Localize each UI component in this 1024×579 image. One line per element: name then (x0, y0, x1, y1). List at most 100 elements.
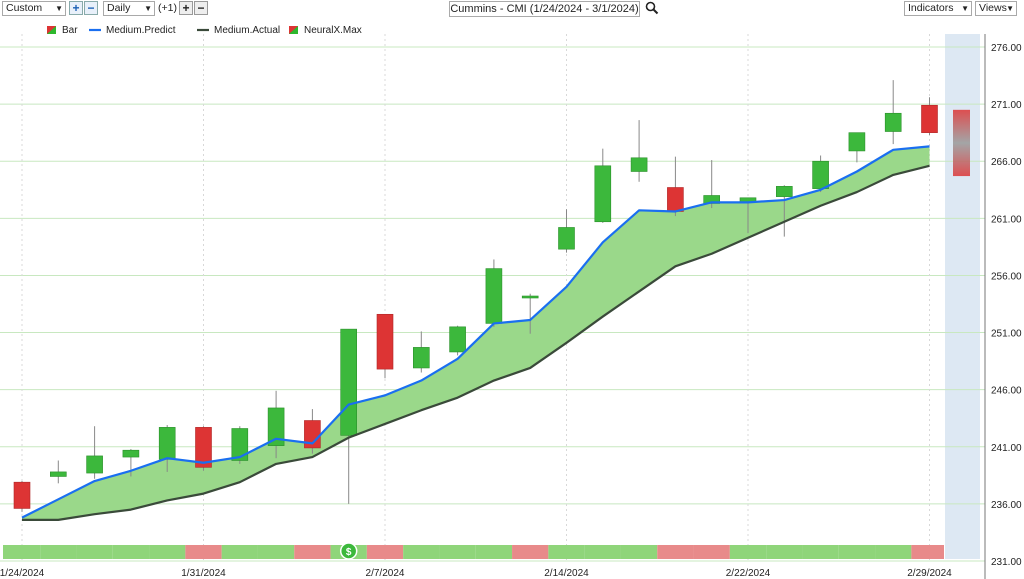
indicators-button[interactable]: Indicators ▼ (904, 1, 972, 16)
signal-bar-segment (475, 545, 513, 559)
signal-bar-segment (112, 545, 150, 559)
legend-swatch-red (47, 26, 56, 34)
candle (304, 409, 321, 454)
candle-body (449, 326, 466, 353)
y-tick-label: 271.00 (991, 100, 1022, 111)
candle-body (485, 268, 503, 324)
offset-plus-button[interactable]: + (179, 1, 193, 15)
period-select-value: Daily (107, 2, 131, 14)
search-icon[interactable] (645, 1, 659, 15)
signal-bar-segment (439, 545, 476, 559)
x-tick-label: 1/24/2024 (0, 568, 45, 579)
candle (594, 148, 612, 223)
signal-bar-segment (3, 545, 41, 559)
candle-body (412, 347, 430, 369)
y-tick-label: 251.00 (991, 329, 1022, 340)
signal-bar-segment (766, 545, 803, 559)
legend-swatch-red (289, 26, 298, 34)
legend-label: NeuralX.Max (304, 25, 362, 36)
candle-body (158, 427, 176, 460)
candle-body (521, 295, 539, 299)
candle (921, 97, 938, 135)
signal-bar-segment (403, 545, 440, 559)
medium-actual-line (22, 164, 930, 521)
candle (13, 481, 31, 512)
y-tick-label: 276.00 (991, 43, 1022, 54)
chart-title: Cummins - CMI (1/24/2024 - 3/1/2024) (449, 1, 640, 17)
candle (195, 426, 212, 471)
y-tick-label: 241.00 (991, 443, 1022, 454)
candle-body (122, 449, 140, 458)
candle-body (267, 407, 285, 446)
candle-body (340, 328, 358, 436)
candle (775, 185, 793, 237)
signal-bar-segment (693, 545, 730, 559)
y-tick-label: 236.00 (991, 500, 1022, 511)
forecast-bar (953, 109, 970, 177)
toolbar: Custom ▼ + − Daily ▼ (+1) + − Cummins - CM… (0, 0, 1024, 18)
prediction-band (22, 146, 930, 520)
candle-body (812, 160, 829, 189)
indicators-label: Indicators (908, 2, 954, 14)
y-tick-label: 256.00 (991, 271, 1022, 282)
range-select[interactable]: Custom ▼ (2, 1, 66, 16)
signal-bar-segment (911, 545, 944, 559)
candle (158, 425, 176, 472)
offset-label: (+1) (158, 2, 177, 14)
y-tick-label: 246.00 (991, 386, 1022, 397)
chevron-down-icon: ▼ (144, 4, 152, 13)
candle-body (594, 165, 612, 223)
signal-bar-segment (294, 545, 331, 559)
y-tick-label: 261.00 (991, 214, 1022, 225)
x-tick-label: 2/22/2024 (726, 568, 771, 579)
legend-item: NeuralX.Max (289, 25, 362, 36)
signal-bar-segment (548, 545, 585, 559)
signal-bar-segment (512, 545, 549, 559)
x-tick-label: 2/14/2024 (544, 568, 589, 579)
signal-bar-segment (366, 545, 404, 559)
range-select-value: Custom (6, 2, 43, 14)
price-chart[interactable]: 276.00 271.00 266.00 261.00 256.00 251.00 246.… (0, 18, 1024, 579)
signal-bar-segment (257, 545, 295, 559)
plus-icon[interactable]: + (69, 1, 83, 15)
signal-bar-segment (657, 545, 694, 559)
legend-item: Medium.Actual (197, 25, 280, 36)
candle (558, 209, 575, 253)
candle (267, 390, 285, 459)
signal-bar-segment (838, 545, 876, 559)
legend-label: Bar (62, 25, 78, 36)
signal-bar-segment (729, 545, 767, 559)
signal-bar-segment (185, 545, 222, 559)
candle-body (86, 455, 103, 474)
candle (667, 156, 684, 217)
views-button[interactable]: Views ▼ (975, 1, 1017, 16)
candle (521, 293, 539, 334)
candle-body (667, 187, 684, 212)
candle-body (848, 132, 866, 152)
candle-body (884, 112, 902, 132)
candle-body (231, 428, 249, 461)
dividend-glyph: $ (346, 547, 352, 558)
candle (449, 325, 466, 356)
candle-body (921, 104, 938, 133)
candle-body (49, 471, 67, 477)
x-tick-label: 1/31/2024 (181, 568, 226, 579)
views-label: Views (979, 2, 1007, 14)
candle-body (13, 481, 31, 509)
period-select[interactable]: Daily ▼ (103, 1, 155, 16)
chevron-down-icon: ▼ (1006, 4, 1014, 13)
minus-icon[interactable]: − (84, 1, 98, 15)
candle (49, 460, 67, 484)
signal-bar-segment (149, 545, 186, 559)
legend-item: Bar (47, 25, 78, 36)
x-tick-label: 2/29/2024 (907, 568, 952, 579)
signal-bar-segment (40, 545, 77, 559)
signal-bar-segment (802, 545, 839, 559)
y-tick-label: 231.00 (991, 557, 1022, 568)
candle (884, 80, 902, 145)
dividend-circle (339, 542, 358, 560)
offset-minus-button[interactable]: − (194, 1, 208, 15)
candle-body (630, 157, 648, 172)
medium-predict-line (21, 145, 930, 519)
candle (703, 160, 721, 209)
